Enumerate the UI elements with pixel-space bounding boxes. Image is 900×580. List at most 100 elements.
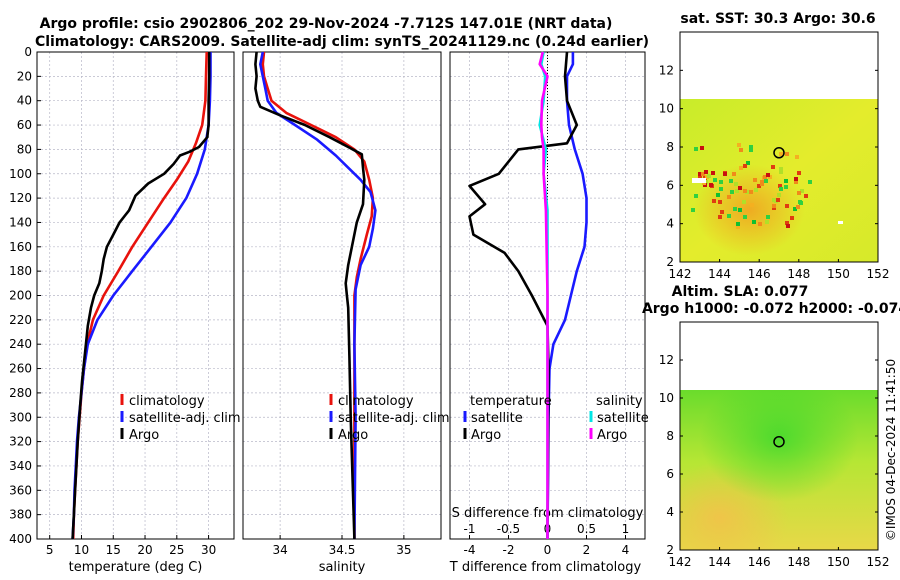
y-tick-label: 0 <box>24 45 32 59</box>
sst-speck <box>730 190 734 194</box>
imos-timestamp-watermark: ©IMOS 04-Dec-2024 11:41:50 <box>884 359 898 541</box>
sst-speck <box>733 207 737 211</box>
sst-speck <box>766 215 770 219</box>
series-line-argo <box>254 51 366 540</box>
sst-speck <box>799 201 803 205</box>
x-tick-label: 35 <box>396 543 411 557</box>
sst-speck <box>794 180 798 184</box>
sla-map-axes: 142 144 146 148 150 152 2 4 6 8 10 12 <box>659 321 889 569</box>
y-tick-label: 4 <box>666 217 674 231</box>
sst-speck <box>772 204 776 208</box>
y-tick-label: 8 <box>666 429 674 443</box>
sst-speck <box>729 179 733 183</box>
legend-label-climatology: climatology <box>338 394 414 409</box>
sst-speck <box>700 146 704 150</box>
sst-speck <box>749 190 753 194</box>
legend-label-climatology: climatology <box>129 394 205 409</box>
sla-map-title: Altim. SLA: 0.077 <box>672 284 809 300</box>
sst-pixel-noise <box>691 143 843 229</box>
sst-speck <box>760 182 764 186</box>
sla-map-panel: Altim. SLA: 0.077 Argo h1000: -0.072 h20… <box>642 284 900 569</box>
y-tick-label: 4 <box>666 505 674 519</box>
sst-missing-pixel <box>692 178 706 183</box>
sst-speck <box>712 199 716 203</box>
sst-speck <box>778 184 782 188</box>
sla-argo-position-marker <box>773 435 785 448</box>
sst-speck <box>752 220 756 224</box>
sst-map-axes: 142 144 146 148 150 152 2 4 6 8 10 12 <box>659 31 889 281</box>
sst-speck <box>800 189 804 193</box>
y-tick-label: 260 <box>9 362 32 376</box>
sst-speck <box>727 214 731 218</box>
y-tick-label: 12 <box>659 63 674 77</box>
x-tick-label: 146 <box>748 267 771 281</box>
sst-speck <box>776 198 780 202</box>
x-tick-label: 142 <box>669 555 692 569</box>
sst-speck <box>785 221 789 225</box>
y-tick-label: 360 <box>9 483 32 497</box>
x-tick-label: 144 <box>708 555 731 569</box>
sst-speck <box>754 188 758 192</box>
x-tick-label: 146 <box>748 555 771 569</box>
x-tick-label: 148 <box>787 267 810 281</box>
y-tick-label: 340 <box>9 459 32 473</box>
sst-speck <box>694 147 698 151</box>
y-tick-label: 320 <box>9 435 32 449</box>
y-tick-label: 40 <box>17 94 32 108</box>
y-tick-label: 6 <box>666 178 674 192</box>
sst-speck <box>804 194 808 198</box>
sst-speck <box>796 205 800 209</box>
legend-label-satellite: satellite-adj. clim <box>129 411 241 426</box>
sst-speck <box>743 215 747 219</box>
sst-speck <box>786 224 790 228</box>
x-tick-label: 0 <box>544 543 552 557</box>
legend-title-temperature: temperature <box>470 394 552 409</box>
sst-speck <box>750 203 754 207</box>
sst-speck <box>720 210 724 214</box>
sst-speck <box>704 170 708 174</box>
sst-speck <box>707 174 711 178</box>
legend-label-t-satellite: satellite <box>471 411 523 426</box>
x-tick-label: 142 <box>669 267 692 281</box>
s-difference-tick-label: -1 <box>464 522 476 536</box>
sla-map-subtitle: Argo h1000: -0.072 h2000: -0.074 <box>642 301 900 317</box>
sst-speck <box>716 193 720 197</box>
sst-speck <box>784 185 788 189</box>
x-tick-label: 30 <box>201 543 216 557</box>
y-tick-label: 2 <box>666 255 674 269</box>
x-tick-label: 5 <box>46 543 54 557</box>
x-axis-label: temperature (deg C) <box>69 560 203 575</box>
sst-speck <box>794 177 798 181</box>
legend-label-argo: Argo <box>129 428 159 443</box>
sst-speck <box>749 145 753 149</box>
sst-speck <box>737 143 741 147</box>
sst-speck <box>739 148 743 152</box>
y-tick-label: 20 <box>17 69 32 83</box>
legend-label-s-sal_sat: satellite <box>597 411 649 426</box>
y-tick-label: 12 <box>659 353 674 367</box>
legend-label-s-sal_argo: Argo <box>597 428 627 443</box>
sst-speck <box>691 208 695 212</box>
x-tick-label: 34.5 <box>329 543 356 557</box>
sst-speck <box>718 215 722 219</box>
series-line-salinity-Argo <box>538 51 549 539</box>
sst-speck <box>735 189 739 193</box>
x-tick-label: -4 <box>464 543 476 557</box>
chart-title-line2: Climatology: CARS2009. Satellite-adj cli… <box>35 34 649 50</box>
y-tick-label: 6 <box>666 467 674 481</box>
sst-map-panel: sat. SST: 30.3 Argo: 30.6 142 144 146 148 15… <box>659 11 890 281</box>
sst-speck <box>743 189 747 193</box>
s-difference-tick-label: 1 <box>622 522 630 536</box>
y-tick-label: 280 <box>9 386 32 400</box>
x-tick-label: 148 <box>787 555 810 569</box>
y-tick-label: 140 <box>9 215 32 229</box>
sst-speck <box>765 220 769 224</box>
y-tick-label: 400 <box>9 532 32 546</box>
y-tick-label: 60 <box>17 118 32 132</box>
x-tick-label: 150 <box>827 267 850 281</box>
legend-title-salinity: salinity <box>596 394 643 409</box>
sst-speck <box>727 195 731 199</box>
sst-speck <box>694 194 698 198</box>
sst-speck <box>742 200 746 204</box>
